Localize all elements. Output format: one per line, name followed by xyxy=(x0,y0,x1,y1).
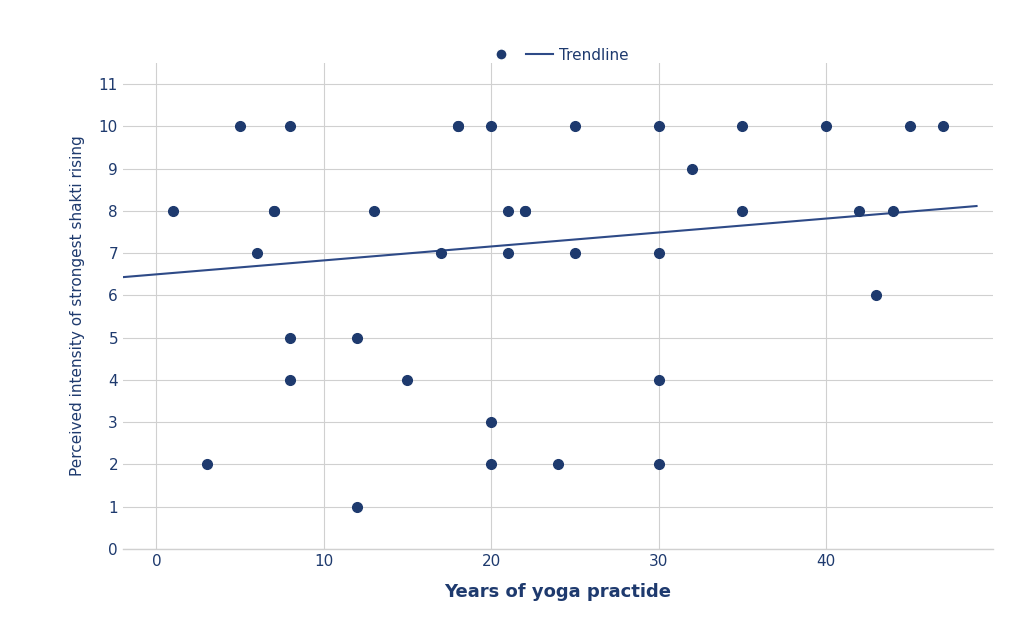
Point xyxy=(734,206,751,216)
Point xyxy=(901,121,918,131)
Point xyxy=(349,502,366,512)
Point xyxy=(500,206,516,216)
Point xyxy=(516,206,532,216)
Point xyxy=(265,206,282,216)
Point xyxy=(550,459,566,469)
Point xyxy=(885,206,901,216)
Point xyxy=(818,121,835,131)
Point xyxy=(650,121,667,131)
Point xyxy=(650,375,667,385)
Point xyxy=(199,459,215,469)
Point xyxy=(734,121,751,131)
Point xyxy=(684,163,700,174)
Point xyxy=(349,333,366,343)
Point xyxy=(868,290,885,300)
Point xyxy=(450,121,466,131)
Point xyxy=(433,248,450,258)
Point xyxy=(500,248,516,258)
Point xyxy=(650,248,667,258)
Point xyxy=(483,459,500,469)
Point xyxy=(231,121,248,131)
Point xyxy=(516,206,532,216)
Point xyxy=(399,375,416,385)
Point xyxy=(650,459,667,469)
Point xyxy=(483,121,500,131)
Point xyxy=(165,206,181,216)
X-axis label: Years of yoga practide: Years of yoga practide xyxy=(444,582,672,601)
Point xyxy=(935,121,951,131)
Point xyxy=(282,375,298,385)
Point xyxy=(566,121,583,131)
Point xyxy=(265,206,282,216)
Y-axis label: Perceived intensity of strongest shakti rising: Perceived intensity of strongest shakti … xyxy=(70,136,85,476)
Point xyxy=(249,248,265,258)
Point xyxy=(366,206,382,216)
Point xyxy=(450,121,466,131)
Point xyxy=(851,206,867,216)
Point xyxy=(282,333,298,343)
Point xyxy=(483,417,500,427)
Point xyxy=(566,248,583,258)
Point xyxy=(282,121,298,131)
Legend: , Trendline: , Trendline xyxy=(481,42,635,69)
